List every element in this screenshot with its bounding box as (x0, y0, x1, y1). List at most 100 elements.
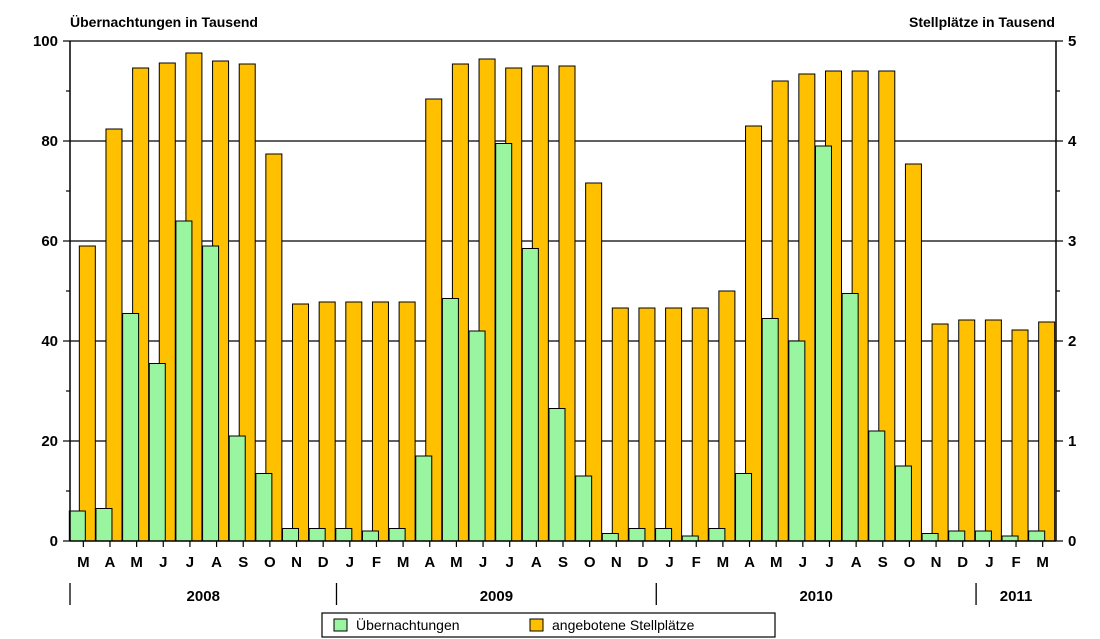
left-tick-label: 80 (41, 133, 58, 150)
month-label: M (770, 554, 783, 571)
month-label: M (397, 554, 410, 571)
bar-uebernachtungen (814, 145, 832, 542)
right-tick-label: 3 (1068, 233, 1076, 250)
legend-swatch-uebernachtungen (333, 618, 348, 632)
right-tick-label: 1 (1068, 433, 1076, 450)
bar-stellplaetze (931, 323, 949, 542)
bar-uebernachtungen (841, 293, 859, 542)
right-tick-label: 0 (1068, 533, 1076, 550)
tick-labels: 0 20 40 60 80 100 0 1 2 3 4 5 (33, 33, 1077, 550)
month-label: F (692, 554, 701, 571)
month-label: D (957, 554, 968, 571)
bar-stellplaetze (292, 303, 310, 542)
bar-uebernachtungen (521, 248, 539, 542)
month-label: J (825, 554, 833, 571)
month-label: N (291, 554, 302, 571)
bar-uebernachtungen (415, 455, 433, 542)
bar-uebernachtungen (441, 298, 459, 542)
bar-uebernachtungen (175, 220, 193, 542)
bar-uebernachtungen (388, 528, 406, 542)
left-axis-title: Übernachtungen in Tausend (70, 14, 258, 30)
bar-stellplaetze (691, 307, 709, 542)
left-tick-label: 40 (41, 333, 58, 350)
month-label: O (264, 554, 276, 571)
month-label: A (851, 554, 862, 571)
bar-stellplaetze (718, 290, 736, 542)
bar-stellplaetze (984, 319, 1002, 542)
month-label: N (611, 554, 622, 571)
bar-stellplaetze (398, 301, 416, 542)
bar-uebernachtungen (548, 408, 566, 542)
bar-uebernachtungen (308, 528, 326, 542)
year-labels: 2008 2009 2010 2011 (69, 583, 1032, 605)
bars (68, 52, 1056, 542)
year-label: 2008 (187, 588, 220, 605)
month-label: A (424, 554, 435, 571)
right-tick-label: 4 (1068, 133, 1077, 150)
month-label: F (372, 554, 381, 571)
month-label: S (878, 554, 888, 571)
bar-uebernachtungen (228, 435, 246, 542)
year-label: 2009 (480, 588, 513, 605)
bar-uebernachtungen (628, 528, 646, 542)
month-label: O (584, 554, 596, 571)
month-label: O (904, 554, 916, 571)
month-label: A (531, 554, 542, 571)
month-label: M (77, 554, 90, 571)
legend-label-uebernachtungen: Übernachtungen (356, 616, 460, 633)
bar-uebernachtungen (761, 318, 779, 542)
month-label: M (1036, 554, 1049, 571)
bar-stellplaetze (371, 301, 389, 542)
bar-uebernachtungen (601, 533, 619, 542)
month-label: M (130, 554, 143, 571)
bar-uebernachtungen (735, 473, 753, 542)
legend-swatch-stellplaetze (529, 618, 544, 632)
legend-label-stellplaetze: angebotene Stellplätze (552, 617, 695, 633)
month-label: A (744, 554, 755, 571)
month-label: J (159, 554, 167, 571)
bar-uebernachtungen (148, 363, 166, 542)
month-label: J (479, 554, 487, 571)
right-axis-title: Stellplätze in Tausend (909, 14, 1055, 30)
month-label: A (105, 554, 116, 571)
bar-uebernachtungen (68, 510, 86, 542)
month-label: J (665, 554, 673, 571)
bar-uebernachtungen (255, 473, 273, 542)
right-tick-label: 5 (1068, 33, 1076, 50)
month-label: J (346, 554, 354, 571)
month-label: S (238, 554, 248, 571)
bar-stellplaetze (1038, 321, 1056, 542)
left-tick-label: 100 (33, 33, 58, 50)
bar-uebernachtungen (202, 245, 220, 542)
bar-stellplaetze (665, 307, 683, 542)
left-tick-label: 60 (41, 233, 58, 250)
left-tick-label: 0 (50, 533, 58, 550)
bar-stellplaetze (611, 307, 629, 542)
bar-uebernachtungen (708, 528, 726, 542)
bar-uebernachtungen (1028, 530, 1046, 542)
legend: Übernachtungen angebotene Stellplätze (321, 612, 776, 638)
bar-uebernachtungen (974, 530, 992, 542)
bar-uebernachtungen (788, 340, 806, 542)
bar-uebernachtungen (122, 313, 140, 542)
month-label: S (558, 554, 568, 571)
bar-stellplaetze (1011, 329, 1029, 542)
bar-uebernachtungen (335, 528, 353, 542)
month-label: F (1011, 554, 1020, 571)
bar-stellplaetze (105, 128, 123, 542)
month-label: M (450, 554, 463, 571)
month-label: J (985, 554, 993, 571)
bar-uebernachtungen (894, 465, 912, 542)
bar-uebernachtungen (495, 143, 513, 542)
month-label: J (186, 554, 194, 571)
bar-uebernachtungen (921, 533, 939, 542)
bar-uebernachtungen (655, 528, 673, 542)
right-tick-label: 2 (1068, 333, 1076, 350)
bar-stellplaetze (318, 301, 336, 542)
bar-uebernachtungen (868, 430, 886, 542)
month-label: D (318, 554, 329, 571)
bar-uebernachtungen (361, 530, 379, 542)
bar-uebernachtungen (95, 508, 113, 542)
